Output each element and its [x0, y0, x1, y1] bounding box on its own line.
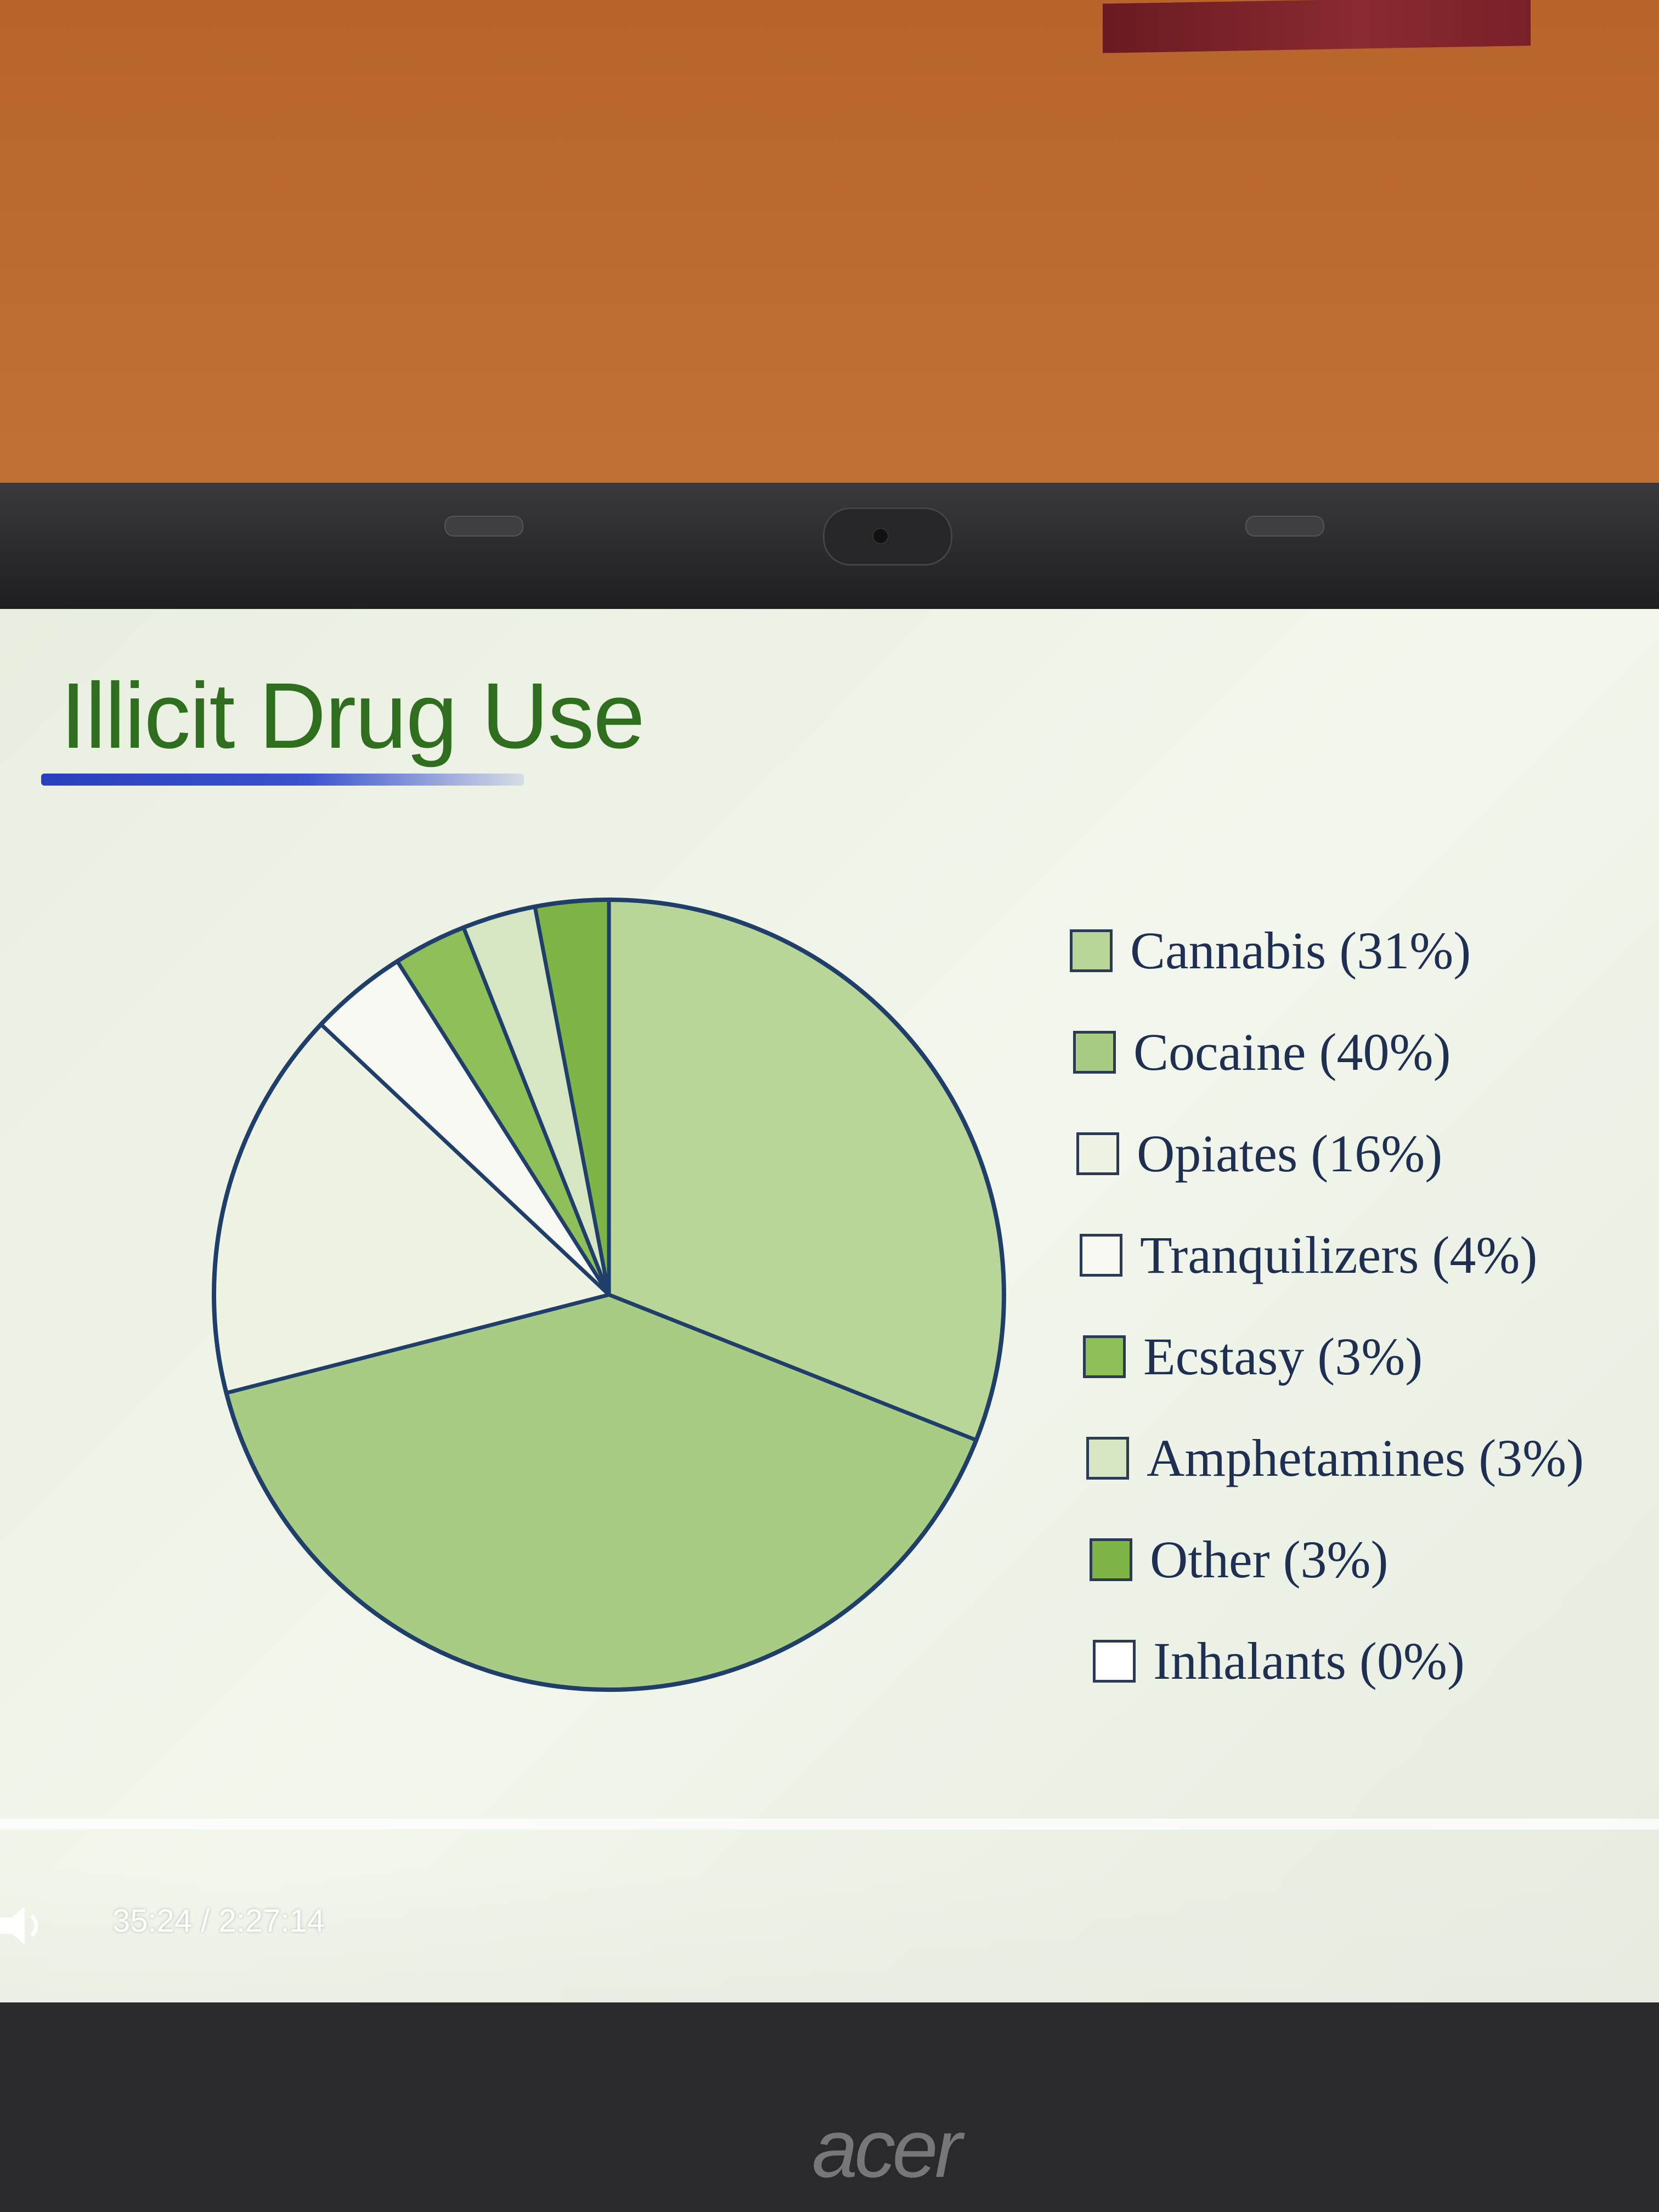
legend-item: Inhalants (0%) [1093, 1610, 1584, 1712]
legend-label: Opiates (16%) [1137, 1124, 1443, 1183]
background-poster [1103, 0, 1531, 53]
legend-item: Cocaine (40%) [1073, 1001, 1584, 1103]
legend-swatch [1086, 1436, 1129, 1480]
legend-item: Ecstasy (3%) [1083, 1306, 1584, 1407]
legend-label: Amphetamines (3%) [1147, 1429, 1584, 1487]
legend-label: Tranquilizers (4%) [1140, 1226, 1538, 1284]
legend-swatch [1073, 1030, 1116, 1074]
title-underline [41, 774, 524, 786]
legend-item: Amphetamines (3%) [1086, 1407, 1584, 1509]
playback-time: 35:24 / 2:27:14 [112, 1903, 325, 1939]
legend-item: Cannabis (31%) [1070, 900, 1584, 1001]
video-progress-track[interactable] [0, 1819, 1659, 1830]
legend-label: Cannabis (31%) [1130, 921, 1471, 980]
legend-label: Ecstasy (3%) [1143, 1327, 1423, 1386]
slide-title: Illicit Drug Use [60, 664, 645, 768]
webcam-lens-icon [872, 528, 889, 544]
pie-chart [212, 898, 1006, 1692]
brand-logo: acer [812, 2102, 962, 2194]
legend-swatch [1070, 929, 1113, 972]
chart-legend: Cannabis (31%) Cocaine (40%) Opiates (16%)… [1070, 900, 1584, 1712]
video-controls-bar [0, 1871, 1659, 2002]
webcam-housing [823, 507, 952, 566]
laptop-screen: Illicit Drug Use Cannabis (31%) Cocaine (… [0, 609, 1659, 2002]
legend-swatch [1093, 1639, 1136, 1683]
legend-label: Inhalants (0%) [1153, 1632, 1465, 1690]
legend-label: Cocaine (40%) [1133, 1023, 1451, 1081]
legend-item: Opiates (16%) [1076, 1103, 1584, 1204]
legend-swatch [1083, 1335, 1126, 1378]
legend-swatch [1080, 1233, 1122, 1277]
legend-swatch [1076, 1132, 1119, 1175]
legend-label: Other (3%) [1150, 1530, 1389, 1589]
legend-swatch [1090, 1538, 1132, 1581]
legend-item: Other (3%) [1090, 1509, 1584, 1610]
legend-item: Tranquilizers (4%) [1080, 1204, 1584, 1306]
bezel-bumper-right [1245, 516, 1324, 537]
bezel-bumper-left [444, 516, 523, 537]
speaker-icon[interactable] [0, 1904, 49, 1948]
pie-outline [212, 898, 1006, 1692]
